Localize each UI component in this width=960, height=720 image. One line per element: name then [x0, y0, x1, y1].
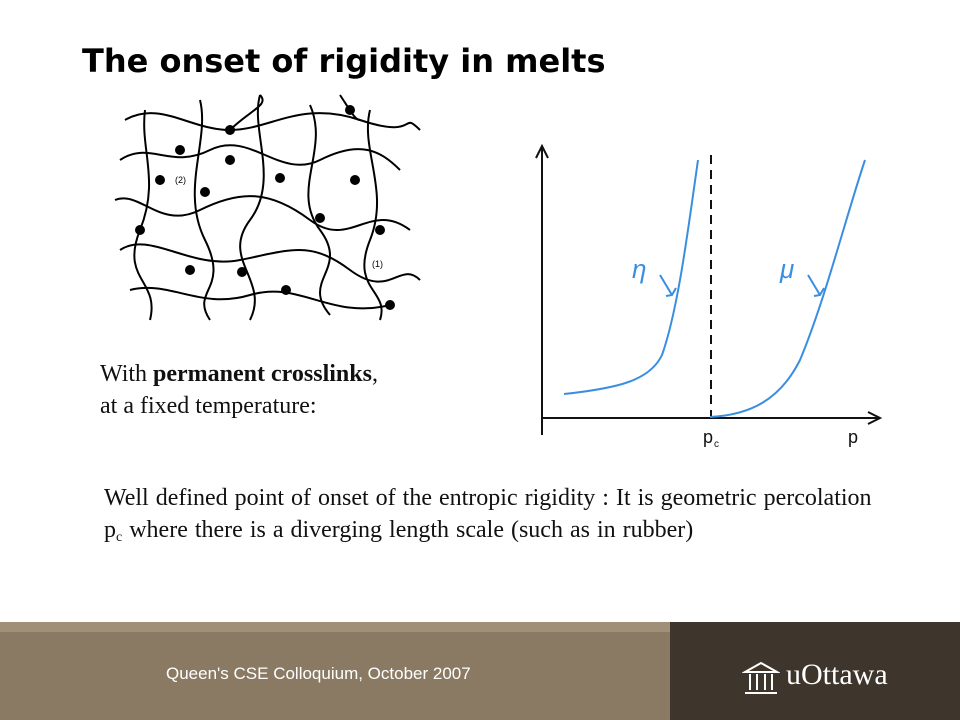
text: where there is a diverging length scale … [122, 517, 694, 543]
network-label: (2) [175, 175, 186, 185]
logo-icon [742, 661, 780, 694]
footer-text: Queen's CSE Colloquium, October 2007 [166, 664, 471, 683]
symbol: p [104, 517, 116, 543]
footer: Queen's CSE Colloquium, October 2007 uOt… [0, 622, 960, 720]
axis-label-subscript: c [714, 439, 719, 450]
axis-label: p [848, 427, 858, 447]
sketch-graph: η μ p c p [535, 143, 883, 450]
network-diagram: (2) (1) [114, 94, 421, 321]
text: at a fixed temperature: [100, 393, 317, 419]
subscript: c [116, 530, 123, 545]
footer-strip [0, 622, 670, 632]
curve-label: η [632, 254, 646, 284]
footer-band [0, 622, 670, 720]
crosslink-note: With permanent crosslinks, at a fixed te… [100, 358, 378, 422]
network-label: (1) [372, 259, 383, 269]
axis-label: p [703, 427, 713, 447]
text: With [100, 361, 154, 387]
curve-label: μ [779, 254, 794, 284]
logo-text: uOttawa [786, 658, 888, 691]
slide-title: The onset of rigidity in melts [82, 42, 606, 80]
bold-text: permanent crosslinks [153, 361, 372, 387]
body-text: Well defined point of onset of the entro… [104, 482, 884, 554]
text: Well defined point of onset of the entro… [104, 485, 872, 511]
logo-band [670, 622, 960, 720]
text: , [371, 361, 378, 387]
